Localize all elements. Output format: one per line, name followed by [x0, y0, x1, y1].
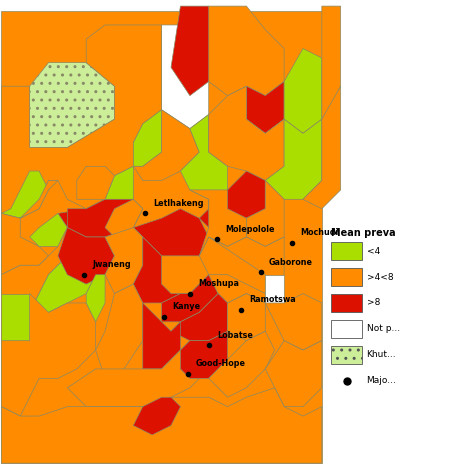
Polygon shape — [303, 86, 341, 209]
Bar — [331, 242, 362, 260]
Polygon shape — [265, 293, 322, 350]
Bar — [331, 346, 362, 364]
Polygon shape — [228, 293, 265, 341]
Polygon shape — [1, 388, 322, 463]
Polygon shape — [133, 110, 162, 166]
Polygon shape — [246, 181, 284, 246]
Polygon shape — [1, 293, 96, 416]
Polygon shape — [58, 199, 133, 237]
Polygon shape — [209, 86, 284, 181]
Polygon shape — [133, 397, 181, 435]
Polygon shape — [30, 63, 115, 147]
Polygon shape — [171, 6, 218, 96]
Polygon shape — [265, 341, 322, 407]
Text: <4: <4 — [366, 246, 380, 255]
Polygon shape — [105, 199, 143, 246]
Polygon shape — [67, 341, 209, 407]
Polygon shape — [284, 48, 322, 133]
Polygon shape — [322, 6, 341, 119]
Text: Jwaneng: Jwaneng — [92, 260, 131, 269]
Text: Moshupa: Moshupa — [198, 279, 239, 288]
Polygon shape — [190, 190, 246, 256]
Polygon shape — [162, 25, 209, 128]
Polygon shape — [105, 166, 133, 213]
Polygon shape — [58, 228, 115, 284]
Text: Ramotswa: Ramotswa — [249, 295, 296, 304]
Polygon shape — [20, 256, 96, 331]
Polygon shape — [171, 293, 228, 341]
Polygon shape — [199, 190, 228, 228]
Text: Majo...: Majo... — [366, 376, 396, 385]
Text: Mochudi: Mochudi — [300, 228, 338, 237]
Text: Letlhakeng: Letlhakeng — [154, 199, 204, 208]
Polygon shape — [77, 166, 115, 199]
Polygon shape — [228, 171, 265, 218]
Polygon shape — [1, 181, 58, 275]
Bar — [331, 268, 362, 286]
Polygon shape — [265, 275, 284, 303]
Polygon shape — [30, 213, 67, 246]
Polygon shape — [96, 284, 143, 378]
Polygon shape — [209, 6, 284, 96]
Polygon shape — [143, 303, 181, 369]
Text: Mean preva: Mean preva — [331, 228, 396, 237]
Polygon shape — [162, 275, 218, 322]
Text: Kanye: Kanye — [173, 302, 201, 311]
Polygon shape — [1, 11, 322, 463]
Polygon shape — [246, 82, 284, 133]
Text: Gaborone: Gaborone — [269, 258, 313, 267]
Polygon shape — [86, 275, 105, 322]
Text: Lobatse: Lobatse — [217, 331, 253, 340]
Polygon shape — [209, 331, 275, 397]
Polygon shape — [67, 199, 143, 237]
Polygon shape — [1, 293, 30, 341]
Polygon shape — [181, 115, 228, 199]
Polygon shape — [133, 237, 181, 303]
Polygon shape — [1, 25, 162, 218]
Polygon shape — [265, 119, 322, 199]
Polygon shape — [209, 237, 284, 303]
Text: >8: >8 — [366, 299, 380, 308]
Polygon shape — [1, 228, 67, 341]
Bar — [331, 320, 362, 338]
Text: >4<8: >4<8 — [366, 273, 393, 282]
Polygon shape — [133, 209, 209, 265]
Text: Khut...: Khut... — [366, 350, 396, 359]
Bar — [331, 294, 362, 312]
Text: Not p...: Not p... — [366, 324, 400, 333]
Polygon shape — [133, 110, 199, 181]
Polygon shape — [105, 228, 143, 293]
Polygon shape — [1, 171, 48, 218]
Text: Good-Hope: Good-Hope — [196, 359, 246, 368]
Text: Molepolole: Molepolole — [226, 225, 275, 234]
Polygon shape — [181, 331, 228, 378]
Polygon shape — [162, 256, 209, 293]
